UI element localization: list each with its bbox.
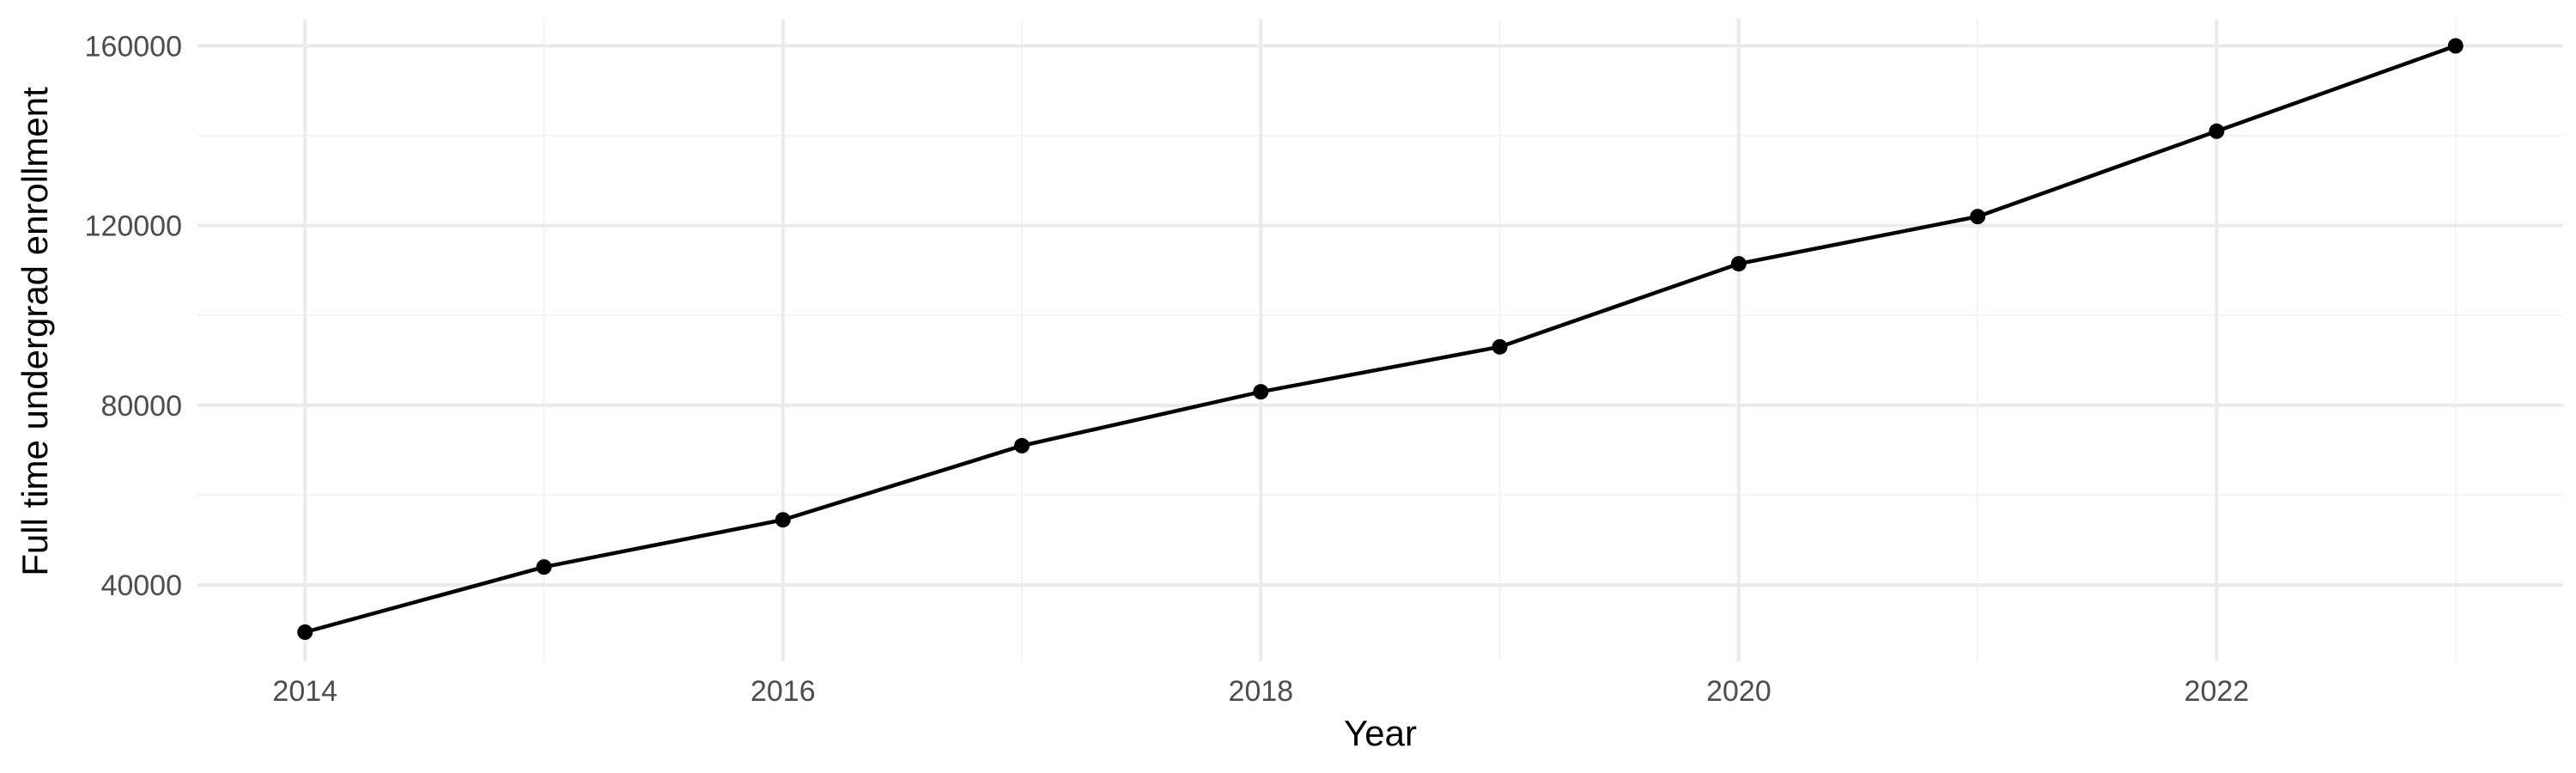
y-tick-label-160000: 160000 bbox=[85, 30, 182, 63]
data-point-2023 bbox=[2447, 38, 2464, 54]
data-point-2014 bbox=[297, 624, 313, 640]
minor-gridlines bbox=[197, 19, 2563, 661]
data-point-2020 bbox=[1730, 256, 1747, 272]
y-axis-tick-labels: 40000 80000 120000 160000 bbox=[85, 30, 182, 602]
y-tick-label-120000: 120000 bbox=[85, 210, 182, 243]
data-point-2018 bbox=[1253, 384, 1269, 400]
x-axis-title: Year bbox=[1344, 713, 1417, 753]
y-tick-label-40000: 40000 bbox=[100, 569, 182, 602]
data-point-2022 bbox=[2208, 123, 2225, 139]
data-point-2015 bbox=[536, 559, 552, 575]
y-axis-title: Full time undergrad enrollment bbox=[15, 87, 55, 576]
x-tick-label-2020: 2020 bbox=[1706, 675, 1771, 708]
x-tick-label-2022: 2022 bbox=[2184, 675, 2250, 708]
data-point-2021 bbox=[1970, 209, 1986, 225]
series-line-0 bbox=[302, 44, 2458, 635]
x-tick-label-2014: 2014 bbox=[272, 675, 337, 708]
x-axis-tick-labels: 2014 2016 2018 2020 2022 bbox=[272, 675, 2249, 708]
data-point-2019 bbox=[1492, 338, 1508, 355]
data-point-2017 bbox=[1014, 437, 1030, 453]
y-tick-label-80000: 80000 bbox=[100, 390, 182, 423]
x-tick-label-2018: 2018 bbox=[1229, 675, 1294, 708]
x-tick-label-2016: 2016 bbox=[750, 675, 816, 708]
major-gridlines bbox=[197, 19, 2563, 661]
series-layer bbox=[297, 38, 2464, 640]
data-point-2016 bbox=[775, 512, 791, 528]
